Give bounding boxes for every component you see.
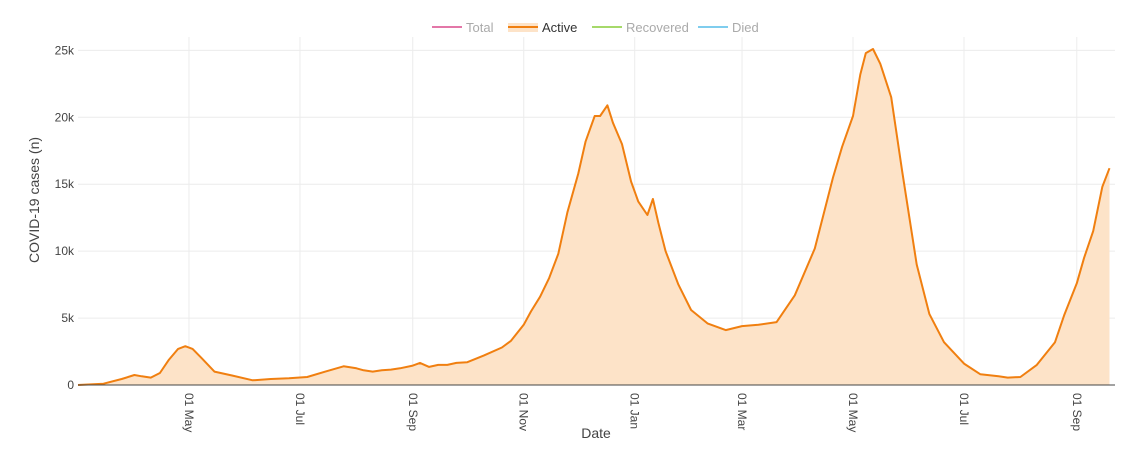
legend[interactable]: Total Active Recovered Died (432, 20, 759, 35)
x-tick-label: 01 May (846, 393, 860, 432)
legend-label: Died (732, 20, 759, 35)
x-tick-label: 01 Mar (735, 393, 749, 430)
x-tick-label: 01 Nov (517, 393, 531, 431)
active-line (77, 48, 1111, 386)
series-active-line (77, 48, 1111, 386)
y-tick-label: 20k (55, 110, 75, 124)
legend-label: Recovered (626, 20, 689, 35)
x-tick-label: 01 Sep (1070, 393, 1084, 431)
legend-item-died[interactable]: Died (698, 20, 759, 35)
y-tick-label: 25k (55, 43, 75, 57)
y-tick-label: 10k (55, 244, 75, 258)
x-tick-label: 01 Jul (957, 393, 971, 425)
x-tick-label: 01 May (182, 393, 196, 432)
x-tick-label: 01 Jul (293, 393, 307, 425)
x-axis-label: Date (581, 425, 611, 441)
y-axis-label: COVID-19 cases (n) (26, 137, 42, 263)
legend-item-recovered[interactable]: Recovered (592, 20, 689, 35)
legend-item-total[interactable]: Total (432, 20, 494, 35)
legend-item-active[interactable]: Active (508, 20, 577, 35)
axes: 0 5k 10k 15k 20k 25k 01 May 01 Jul 01 Sep 01 Nov 0… (55, 43, 1115, 432)
series-active-area (78, 49, 1110, 385)
y-tick-label: 5k (61, 311, 75, 325)
x-tick-label: 01 Jan (628, 393, 642, 429)
x-tick-label: 01 Sep (406, 393, 420, 431)
active-area-fill (78, 49, 1110, 385)
y-tick-label: 0 (67, 378, 74, 392)
legend-label: Active (542, 20, 577, 35)
y-tick-label: 15k (55, 177, 75, 191)
legend-label: Total (466, 20, 494, 35)
